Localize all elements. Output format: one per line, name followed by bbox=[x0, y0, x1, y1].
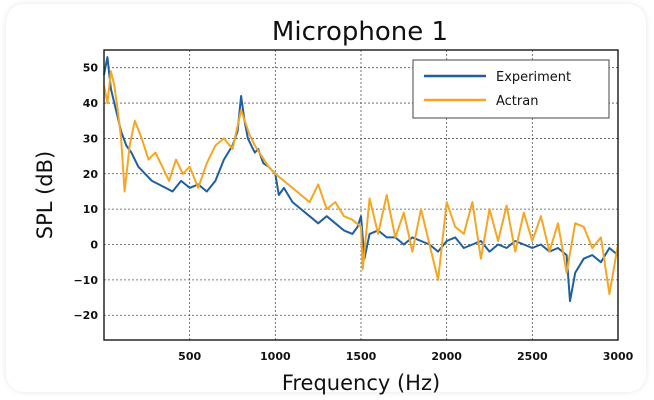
y-tick-labels: −20 −10 0 10 20 30 40 50 bbox=[73, 62, 98, 323]
series-line-experiment bbox=[103, 56, 619, 303]
series-lines bbox=[103, 56, 619, 303]
plot-frame bbox=[103, 49, 619, 341]
grid-lines bbox=[104, 50, 618, 340]
y-tick-label: 40 bbox=[83, 97, 99, 110]
legend: Experiment Actran bbox=[412, 59, 610, 119]
y-tick-label: 30 bbox=[83, 132, 99, 145]
y-tick-label: 20 bbox=[83, 168, 99, 181]
x-tick-label: 500 bbox=[178, 350, 201, 363]
series-line-actran bbox=[103, 70, 619, 295]
x-tick-labels: 500 1000 1500 2000 2500 3000 bbox=[178, 350, 633, 363]
legend-label-actran: Actran bbox=[496, 94, 538, 109]
y-tick-label: 10 bbox=[83, 203, 99, 216]
x-tick-label: 3000 bbox=[603, 350, 634, 363]
x-axis-label: Frequency (Hz) bbox=[282, 371, 440, 395]
legend-box bbox=[412, 59, 610, 119]
y-tick-label: −20 bbox=[73, 309, 98, 322]
y-tick-label: 0 bbox=[90, 239, 98, 252]
x-tick-label: 2500 bbox=[517, 350, 548, 363]
y-tick-label: −10 bbox=[73, 274, 98, 287]
y-axis-label: SPL (dB) bbox=[33, 151, 57, 240]
x-tick-label: 1000 bbox=[260, 350, 291, 363]
x-tick-label: 1500 bbox=[346, 350, 377, 363]
chart-title: Microphone 1 bbox=[272, 17, 448, 47]
y-tick-label: 50 bbox=[83, 62, 99, 75]
x-tick-label: 2000 bbox=[431, 350, 462, 363]
legend-label-experiment: Experiment bbox=[496, 70, 571, 85]
